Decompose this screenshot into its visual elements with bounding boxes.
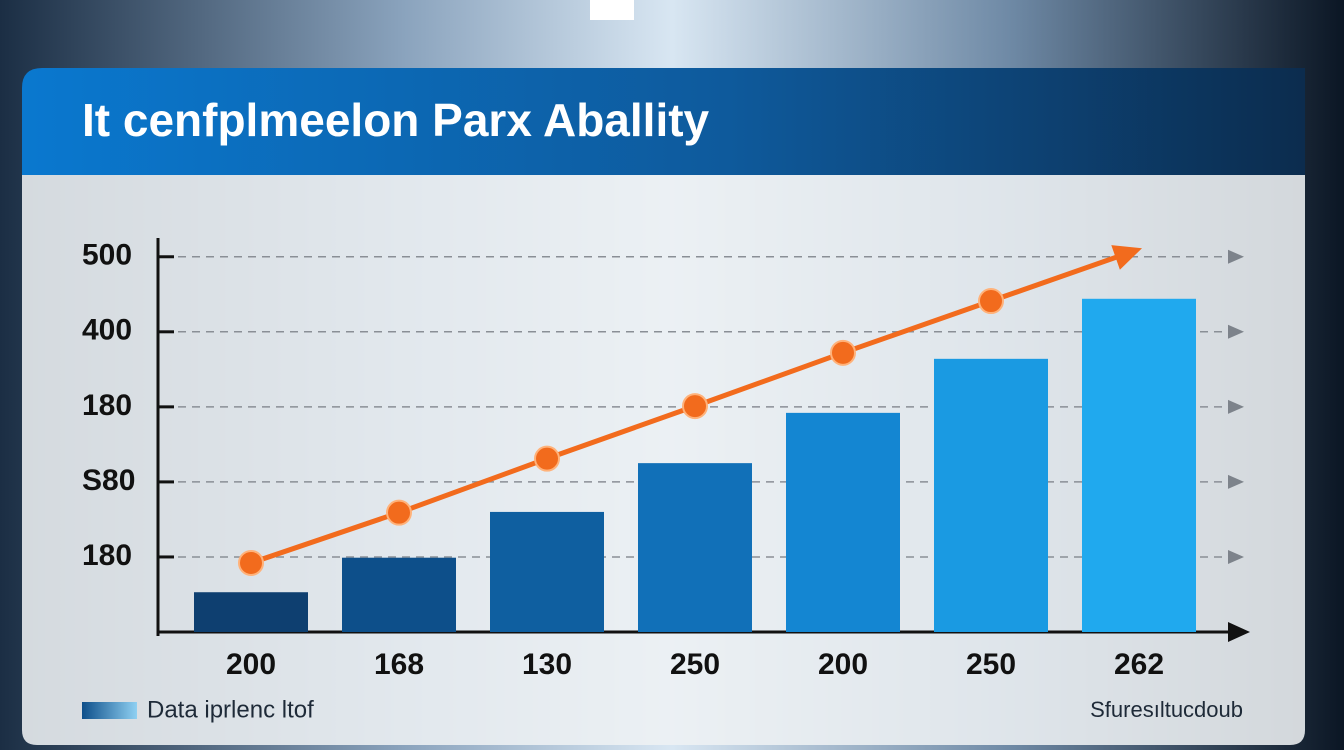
bar <box>1082 298 1196 632</box>
line-point <box>534 445 560 472</box>
legend-swatch <box>82 702 137 719</box>
y-tick-label: S80 <box>82 464 135 497</box>
title-band <box>22 68 1305 175</box>
bar <box>490 511 604 632</box>
x-tick-label: 262 <box>1114 648 1164 681</box>
line <box>250 298 992 566</box>
grid-arrow <box>1228 474 1244 489</box>
bar <box>194 592 308 632</box>
line-point <box>238 549 264 576</box>
y-tick-label: 180 <box>82 539 132 572</box>
line-point <box>830 339 856 366</box>
line-point <box>386 499 412 526</box>
line-point <box>682 393 708 420</box>
source-note: Sfuresıltucdoub <box>1090 697 1243 722</box>
plot: 180 S80 180 400 500 200 168 130 250 200 250 262 <box>82 238 1250 681</box>
y-tick-label: 500 <box>82 239 132 272</box>
x-tick-label: 168 <box>374 648 424 681</box>
grid-arrow <box>1228 399 1244 414</box>
chart-title: It cenfplmeelon Parx Aballity <box>82 94 710 146</box>
x-tick-label: 250 <box>966 648 1016 681</box>
x-tick-label: 250 <box>670 648 720 681</box>
legend-label: Data iprlenc ltof <box>147 696 314 723</box>
bar <box>342 557 456 632</box>
x-tick-label: 130 <box>522 648 572 681</box>
bar <box>786 412 900 632</box>
x-tick-label: 200 <box>226 648 276 681</box>
x-tick-label: 200 <box>818 648 868 681</box>
bar <box>638 463 752 632</box>
grid-arrow <box>1228 324 1244 339</box>
grid-arrow <box>1228 249 1244 264</box>
ceiling-light <box>590 0 634 20</box>
trend-arrowhead <box>1111 245 1143 270</box>
y-tick-label: 400 <box>82 314 132 347</box>
line-point <box>978 288 1004 315</box>
x-axis-arrow <box>1228 622 1250 642</box>
bar <box>934 358 1048 632</box>
trend-arrow-line <box>990 252 1124 304</box>
y-tick-label: 180 <box>82 389 132 422</box>
grid-arrow <box>1228 549 1244 564</box>
